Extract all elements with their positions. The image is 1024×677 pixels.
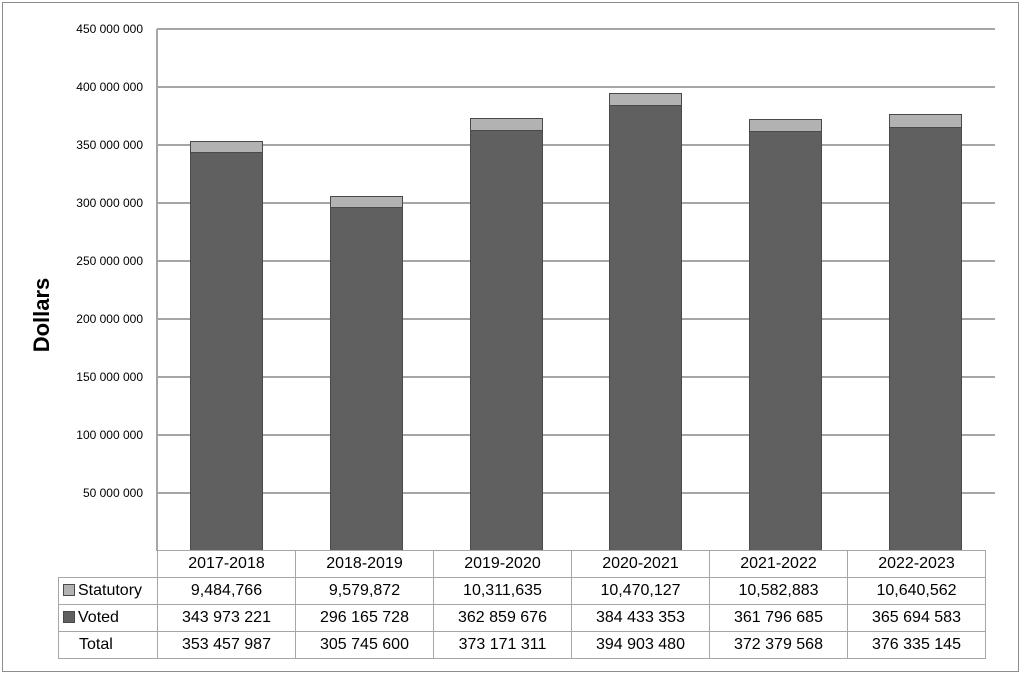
table-cell: 384 433 353 xyxy=(571,604,710,632)
y-tick-label: 450 000 000 xyxy=(76,22,143,36)
table-cell: 362 859 676 xyxy=(433,604,572,632)
bar-2017-2018 xyxy=(190,140,264,551)
bar-segment-voted xyxy=(191,152,263,550)
table-cell: 343 973 221 xyxy=(157,604,296,632)
bar-segment-voted xyxy=(889,127,961,550)
column-header: 2017-2018 xyxy=(157,550,296,578)
table-cell: 9,484,766 xyxy=(157,577,296,605)
y-tick-label: 50 000 000 xyxy=(82,486,143,500)
y-tick-label: 400 000 000 xyxy=(76,80,143,94)
bar-2018-2019 xyxy=(330,196,403,551)
table-cell: 10,470,127 xyxy=(571,577,710,605)
gridline xyxy=(157,144,995,146)
column-header: 2021-2022 xyxy=(709,550,848,578)
column-header: 2019-2020 xyxy=(433,550,572,578)
table-cell: 376 335 145 xyxy=(847,631,986,659)
table-cell: 353 457 987 xyxy=(157,631,296,659)
table-row-statutory: Statutory 9,484,766 9,579,872 10,311,635… xyxy=(58,577,986,605)
bar-segment-statutory xyxy=(889,115,961,128)
bar-2022-2023 xyxy=(888,114,962,551)
table-row-total: Total 353 457 987 305 745 600 373 171 31… xyxy=(58,631,986,659)
column-header: 2020-2021 xyxy=(571,550,710,578)
bar-segment-voted xyxy=(610,106,682,550)
table-cell: 365 694 583 xyxy=(847,604,986,632)
column-header: 2022-2023 xyxy=(847,550,986,578)
table-cell: 305 745 600 xyxy=(295,631,434,659)
bar-segment-statutory xyxy=(610,93,682,107)
table-corner xyxy=(58,550,158,578)
bar-segment-voted xyxy=(331,208,402,550)
gridline xyxy=(157,260,995,262)
row-label: Total xyxy=(58,631,158,659)
gridline xyxy=(157,28,995,30)
gridline xyxy=(157,86,995,88)
bar-segment-statutory xyxy=(470,119,542,132)
column-header: 2018-2019 xyxy=(295,550,434,578)
table-cell: 9,579,872 xyxy=(295,577,434,605)
table-cell: 10,582,883 xyxy=(709,577,848,605)
data-table: 2017-2018 2018-2019 2019-2020 2020-2021 … xyxy=(58,550,986,659)
y-tick-label: 300 000 000 xyxy=(76,196,143,210)
table-cell: 10,640,562 xyxy=(847,577,986,605)
table-cell: 373 171 311 xyxy=(433,631,572,659)
bar-segment-statutory xyxy=(331,197,402,209)
bar-segment-statutory xyxy=(191,141,263,153)
y-tick-label: 200 000 000 xyxy=(76,312,143,326)
y-axis-line xyxy=(156,29,158,551)
table-cell: 394 903 480 xyxy=(571,631,710,659)
table-header-row: 2017-2018 2018-2019 2019-2020 2020-2021 … xyxy=(58,550,986,578)
bar-segment-voted xyxy=(750,132,821,550)
gridline xyxy=(157,434,995,436)
table-row-voted: Voted 343 973 221 296 165 728 362 859 67… xyxy=(58,604,986,632)
gridline xyxy=(157,318,995,320)
y-tick-label: 100 000 000 xyxy=(76,428,143,442)
gridline xyxy=(157,202,995,204)
bar-2021-2022 xyxy=(749,119,822,551)
y-tick-label: 350 000 000 xyxy=(76,138,143,152)
table-cell: 296 165 728 xyxy=(295,604,434,632)
gridline xyxy=(157,492,995,494)
row-label: Voted xyxy=(58,604,158,632)
bar-segment-statutory xyxy=(750,120,821,133)
table-cell: 372 379 568 xyxy=(709,631,848,659)
bar-2020-2021 xyxy=(609,92,683,551)
voted-legend-swatch-icon xyxy=(63,611,75,623)
bar-2019-2020 xyxy=(469,118,543,551)
y-tick-label: 150 000 000 xyxy=(76,370,143,384)
table-cell: 361 796 685 xyxy=(709,604,848,632)
gridline xyxy=(157,376,995,378)
bar-segment-voted xyxy=(470,131,542,550)
y-tick-label: 250 000 000 xyxy=(76,254,143,268)
statutory-legend-swatch-icon xyxy=(63,584,75,596)
table-cell: 10,311,635 xyxy=(433,577,572,605)
row-label: Statutory xyxy=(58,577,158,605)
